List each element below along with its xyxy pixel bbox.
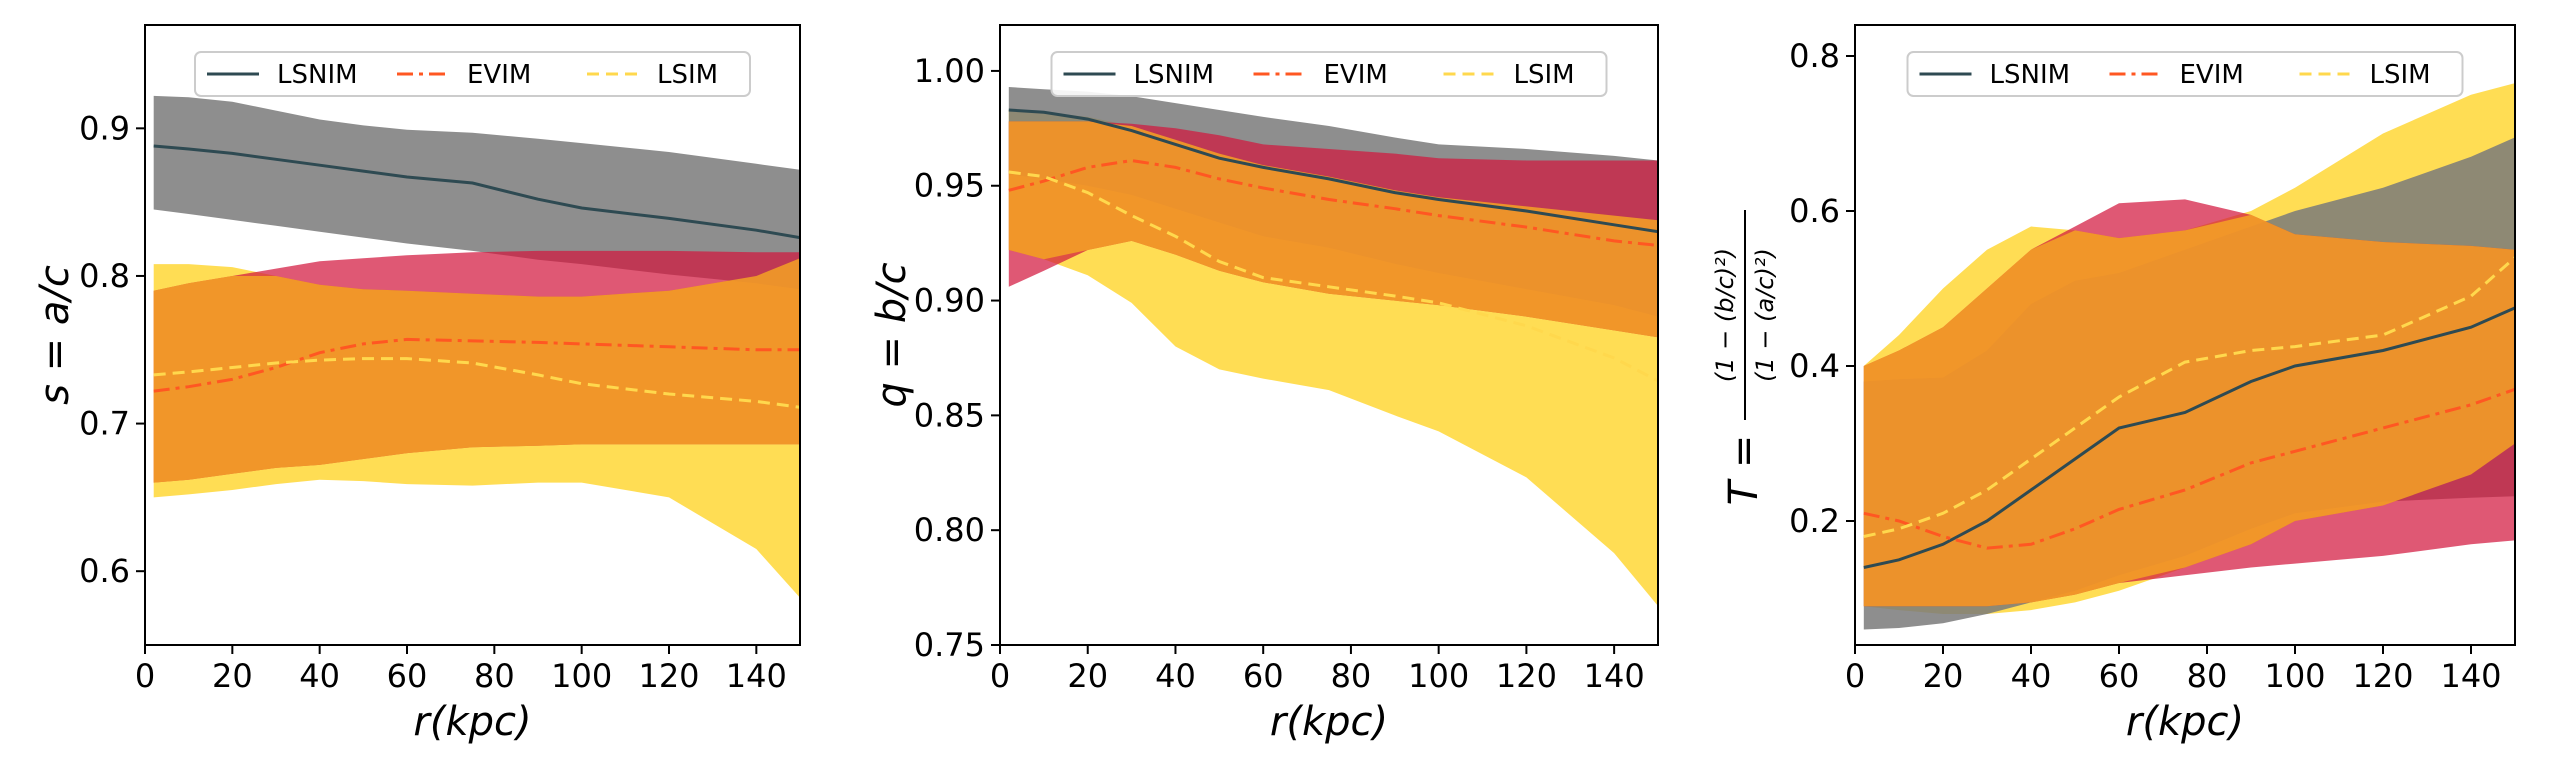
legend-label-evim: EVIM xyxy=(467,60,531,90)
legend-label-lsim: LSIM xyxy=(657,60,718,90)
y-axis-label-numerator: (1 − (b/c)²) xyxy=(1711,248,1739,382)
y-tick-label: 0.85 xyxy=(914,396,985,434)
plot-area xyxy=(1863,83,2515,630)
legend-box xyxy=(1906,51,2464,97)
y-axis-label-prefix: T = xyxy=(1721,435,1767,506)
y-tick-label: 0.8 xyxy=(1789,37,1840,75)
y-tick-label: 0.7 xyxy=(79,405,130,443)
legend-label-lsim: LSIM xyxy=(2370,60,2431,90)
legend-box xyxy=(194,51,751,97)
legend: LSNIM EVIM LSIM xyxy=(1906,51,2464,97)
series-line-evim xyxy=(153,337,800,393)
x-tick-label: 120 xyxy=(2352,657,2413,695)
y-axis-label: T = (1 − (b/c)²) (1 − (a/c)²) xyxy=(1711,210,1779,505)
y-tick-label: 0.80 xyxy=(914,511,985,549)
x-tick-label: 0 xyxy=(135,657,155,695)
x-tick-label: 140 xyxy=(2440,657,2501,695)
x-axis-label: r(kpc) xyxy=(413,699,531,745)
series-line-lsnim xyxy=(153,144,800,240)
x-axis-label: r(kpc) xyxy=(2126,699,2244,745)
legend: LSNIM EVIM LSIM xyxy=(194,51,751,97)
panel-1: 0 20 40 60 80 100 120 140 0.6 0.7 0.8 0.9 r(kpc) s = … xyxy=(32,24,801,745)
y-axis-label: q = b/c xyxy=(869,262,915,407)
series-line-lsim xyxy=(153,357,800,409)
plot-area xyxy=(153,95,800,598)
y-tick-label: 0.6 xyxy=(79,552,130,590)
x-tick-label: 80 xyxy=(2187,657,2228,695)
legend: LSNIM EVIM LSIM xyxy=(1050,51,1608,97)
y-tick-label: 0.75 xyxy=(914,626,985,664)
x-tick-label: 140 xyxy=(1584,657,1645,695)
x-tick-label: 100 xyxy=(2264,657,2325,695)
y-tick-label: 0.95 xyxy=(914,167,985,205)
y-tick-label: 0.4 xyxy=(1789,347,1840,385)
x-tick-label: 20 xyxy=(212,657,253,695)
y-tick-label: 0.90 xyxy=(914,282,985,320)
plot-frame xyxy=(1854,24,2516,646)
y-tick-label: 0.9 xyxy=(79,109,130,147)
x-tick-label: 100 xyxy=(1408,657,1469,695)
legend-label-evim: EVIM xyxy=(1324,60,1388,90)
legend-label-evim: EVIM xyxy=(2180,60,2244,90)
y-tick-label: 0.8 xyxy=(79,257,130,295)
plot-frame xyxy=(999,24,1659,646)
x-tick-label: 100 xyxy=(551,657,612,695)
legend-box xyxy=(1050,51,1608,97)
x-tick-label: 0 xyxy=(990,657,1010,695)
x-tick-label: 40 xyxy=(2011,657,2052,695)
legend-label-lsim: LSIM xyxy=(1514,60,1575,90)
y-axis-label-denominator: (1 − (a/c)²) xyxy=(1751,248,1779,382)
legend-label-lsnim: LSNIM xyxy=(277,60,358,90)
x-tick-label: 140 xyxy=(726,657,787,695)
x-tick-label: 20 xyxy=(1067,657,1108,695)
x-tick-label: 20 xyxy=(1923,657,1964,695)
series-line-lsim xyxy=(1008,170,1658,383)
series-line-lsim xyxy=(1863,256,2515,538)
x-tick-label: 60 xyxy=(387,657,428,695)
series-line-evim xyxy=(1863,387,2515,550)
y-tick-label: 0.6 xyxy=(1789,192,1840,230)
band-lsnim xyxy=(153,95,800,290)
legend-label-lsnim: LSNIM xyxy=(1134,60,1215,90)
band-evim-overlap xyxy=(1008,121,1658,338)
plot-frame xyxy=(144,24,801,646)
y-tick-label: 1.00 xyxy=(914,52,985,90)
panel-3: 0 20 40 60 80 100 120 140 0.2 0.4 0.6 0.8 r(kpc) T = (… xyxy=(1711,24,2516,745)
legend-label-lsnim: LSNIM xyxy=(1990,60,2071,90)
x-tick-label: 60 xyxy=(2099,657,2140,695)
x-tick-label: 120 xyxy=(1496,657,1557,695)
band-evim-overlap xyxy=(153,258,800,483)
y-tick-label: 0.2 xyxy=(1789,502,1840,540)
x-tick-label: 80 xyxy=(1331,657,1372,695)
x-tick-label: 80 xyxy=(474,657,515,695)
y-axis-label: s = a/c xyxy=(32,265,78,405)
x-axis-label: r(kpc) xyxy=(1270,699,1388,745)
panel-2: 0 20 40 60 80 100 120 140 0.75 0.80 0.85 0.90 0.95 1.… xyxy=(869,24,1659,745)
series-line-evim xyxy=(1008,158,1658,247)
x-tick-label: 60 xyxy=(1243,657,1284,695)
x-tick-label: 120 xyxy=(638,657,699,695)
series-line-lsnim xyxy=(1008,108,1658,234)
series-line-lsnim xyxy=(1863,306,2515,569)
x-tick-label: 40 xyxy=(1155,657,1196,695)
x-tick-label: 40 xyxy=(299,657,340,695)
plot-area xyxy=(1008,87,1658,606)
x-tick-label: 0 xyxy=(1845,657,1865,695)
